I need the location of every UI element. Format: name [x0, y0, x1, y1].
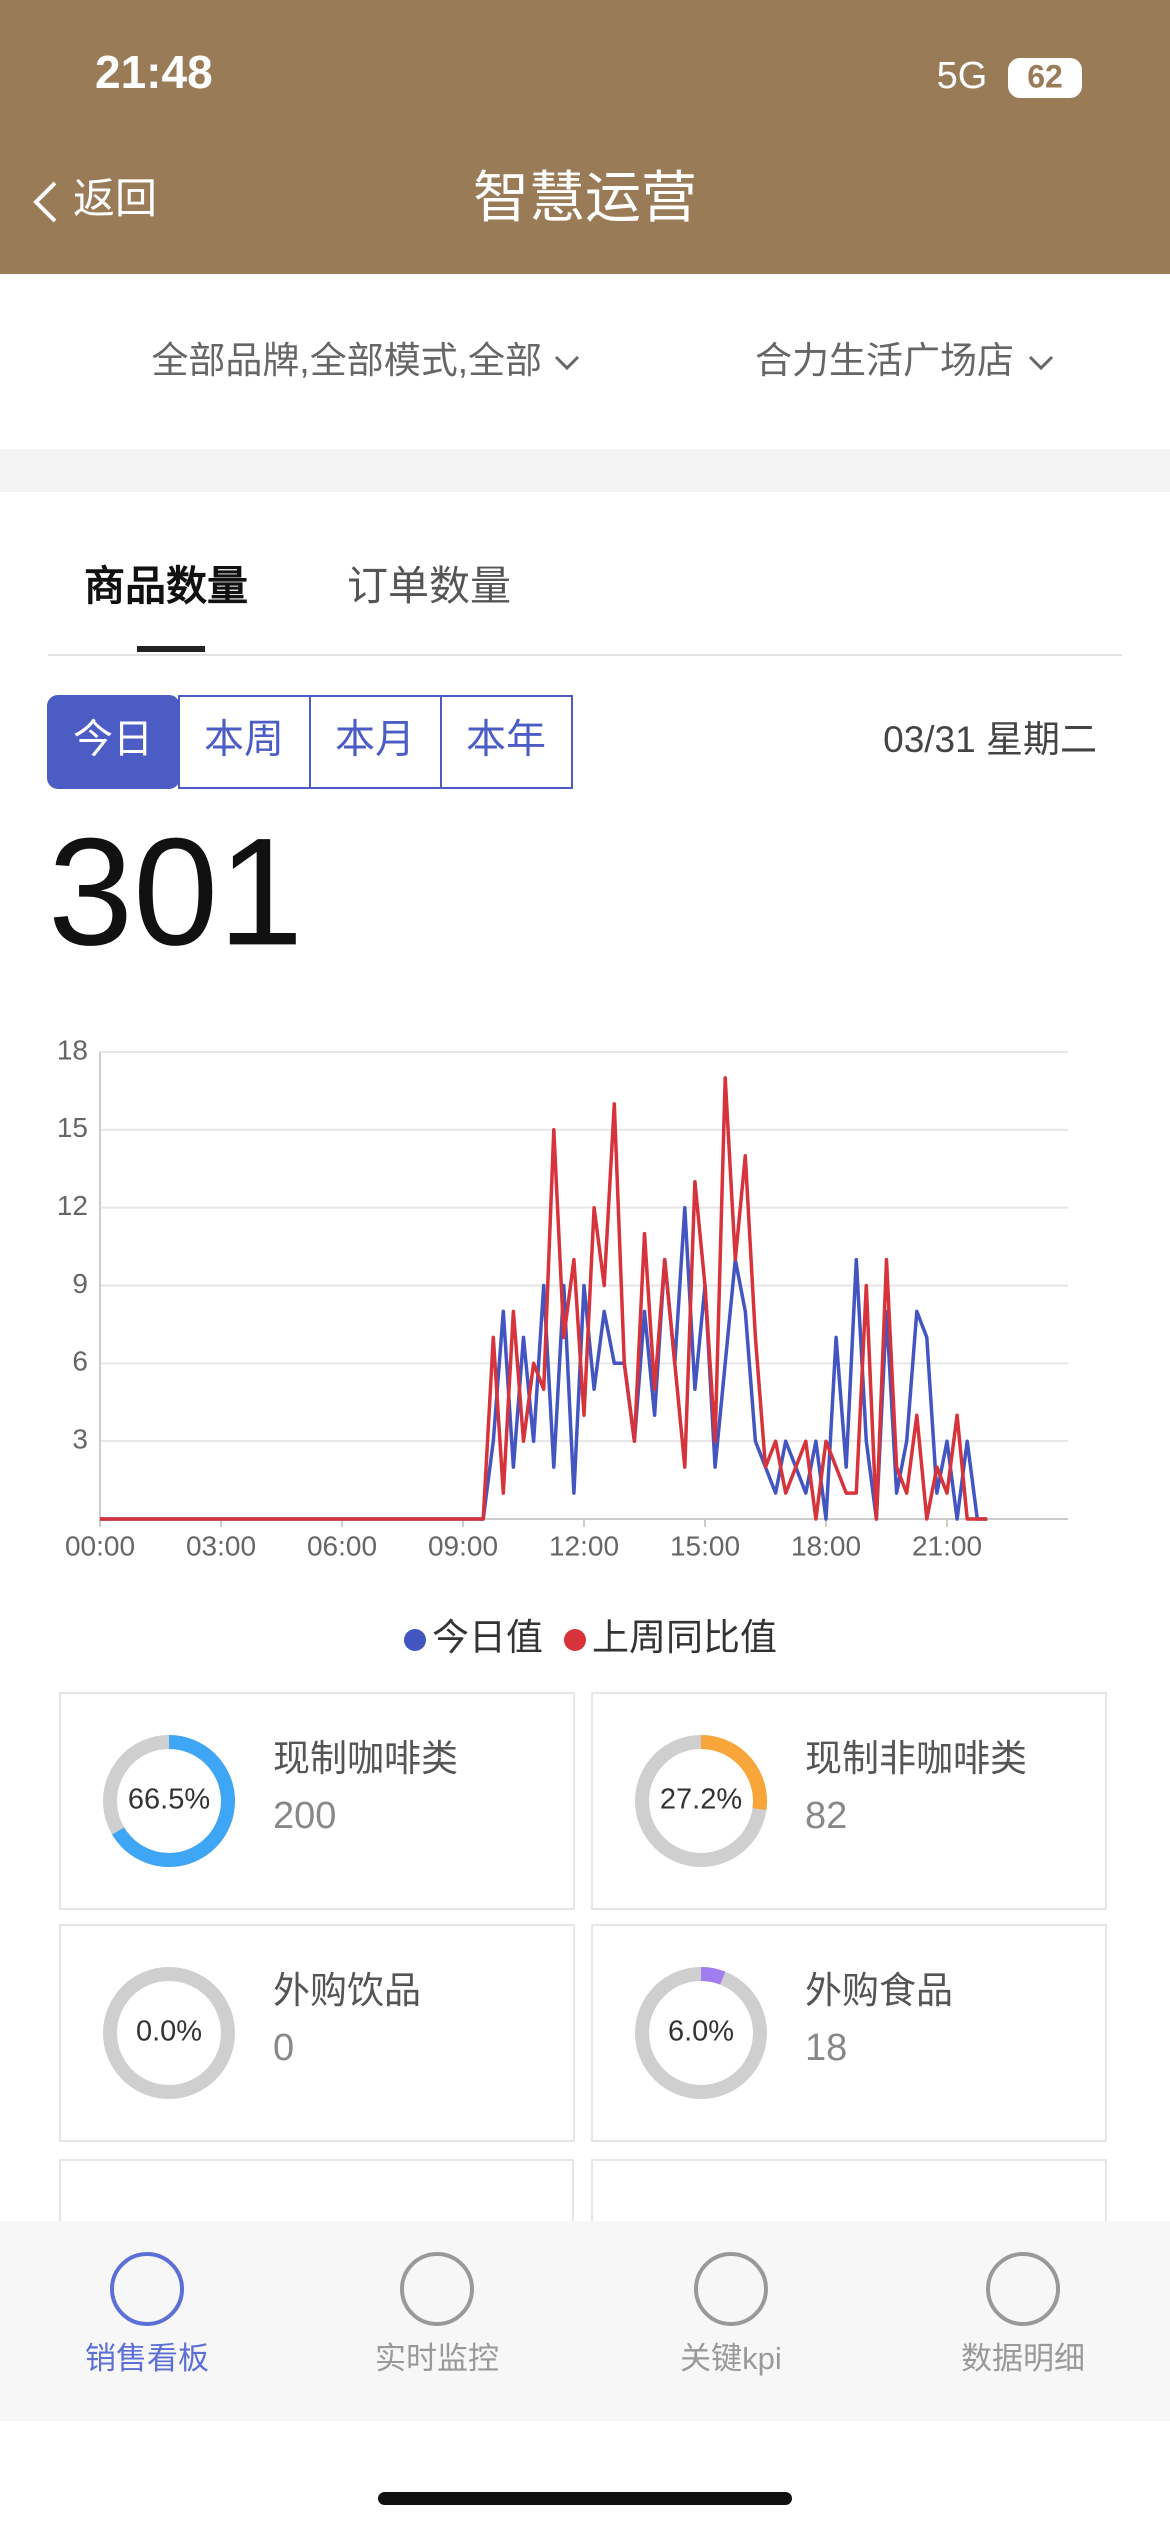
card-name: 外购饮品 — [273, 1970, 421, 2011]
legend-label: 上周同比值 — [592, 1617, 777, 1658]
y-tick-label: 18 — [57, 1034, 88, 1065]
y-tick-label: 15 — [57, 1112, 88, 1143]
legend-marker — [564, 1629, 586, 1651]
header-bg — [0, 0, 1170, 274]
back-button[interactable]: 返回 — [73, 175, 157, 222]
status-time: 21:48 — [95, 46, 213, 98]
card-value: 82 — [805, 1795, 847, 1837]
y-tick-label: 12 — [57, 1190, 88, 1221]
separator — [0, 449, 1170, 492]
donut-arc — [635, 1735, 767, 1867]
status-battery: 62 — [1027, 58, 1063, 94]
x-tick-label: 00:00 — [65, 1530, 135, 1561]
period-label[interactable]: 本年 — [466, 718, 546, 762]
chevron — [554, 355, 580, 371]
donut-label: 27.2% — [660, 1784, 742, 1816]
donut-track — [103, 1967, 235, 2099]
series-line — [100, 1205, 988, 1521]
tab-underline — [137, 646, 205, 652]
nav-icon[interactable] — [400, 2252, 474, 2326]
card-value: 200 — [273, 1795, 336, 1837]
x-tick-label: 15:00 — [670, 1530, 740, 1561]
nav-label[interactable]: 实时监控 — [375, 2341, 499, 2376]
legend-label: 今日值 — [432, 1617, 543, 1658]
donut-arc — [635, 1967, 767, 2099]
donut-label: 66.5% — [128, 1784, 210, 1816]
filter[interactable]: 全部品牌,全部模式,全部 — [151, 340, 542, 381]
series-line — [100, 1076, 988, 1521]
card — [591, 1692, 1107, 1910]
card — [59, 1692, 575, 1910]
nav-icon[interactable] — [986, 2252, 1060, 2326]
nav-label[interactable]: 销售看板 — [85, 2341, 209, 2376]
x-tick-label: 12:00 — [549, 1530, 619, 1561]
status-network: 5G — [937, 55, 988, 97]
card-value: 18 — [805, 2027, 847, 2069]
x-tick-label: 09:00 — [428, 1530, 498, 1561]
period-button[interactable] — [440, 695, 573, 789]
y-tick-label: 9 — [72, 1268, 88, 1299]
back-icon[interactable] — [33, 181, 57, 223]
battery — [1008, 58, 1082, 98]
period-button[interactable] — [178, 695, 311, 789]
x-tick-label: 18:00 — [791, 1530, 861, 1561]
bottom-nav-bg — [0, 2221, 1170, 2421]
chevron — [1028, 355, 1054, 371]
donut-label: 6.0% — [668, 2016, 734, 2048]
filter[interactable]: 合力生活广场店 — [755, 340, 1014, 381]
legend-marker — [404, 1629, 426, 1651]
x-tick-label: 21:00 — [912, 1530, 982, 1561]
period-label[interactable]: 本月 — [335, 718, 415, 762]
donut-label: 0.0% — [136, 2016, 202, 2048]
card — [59, 1924, 575, 2142]
card-name: 外购食品 — [805, 1970, 953, 2011]
x-tick-label: 03:00 — [186, 1530, 256, 1561]
home-indicator — [378, 2492, 792, 2505]
card-name: 现制咖啡类 — [273, 1738, 458, 1779]
tab[interactable]: 商品数量 — [84, 563, 248, 609]
x-tick-label: 06:00 — [307, 1530, 377, 1561]
date: 03/31 星期二 — [883, 719, 1097, 760]
donut-arc — [103, 1735, 235, 1867]
tab[interactable]: 订单数量 — [347, 563, 511, 609]
nav-icon[interactable] — [694, 2252, 768, 2326]
period-label[interactable]: 本周 — [204, 718, 284, 762]
card-value: 0 — [273, 2027, 294, 2069]
nav-label[interactable]: 数据明细 — [961, 2341, 1085, 2376]
card — [591, 1924, 1107, 2142]
y-tick-label: 3 — [72, 1424, 88, 1455]
nav-label[interactable]: 关键kpi — [680, 2341, 782, 2376]
card-name: 现制非咖啡类 — [805, 1738, 1027, 1779]
period-label[interactable]: 今日 — [73, 718, 153, 762]
total: 301 — [48, 806, 303, 977]
y-tick-label: 6 — [72, 1346, 88, 1377]
page-title: 智慧运营 — [473, 166, 697, 229]
nav-icon[interactable] — [110, 2252, 184, 2326]
